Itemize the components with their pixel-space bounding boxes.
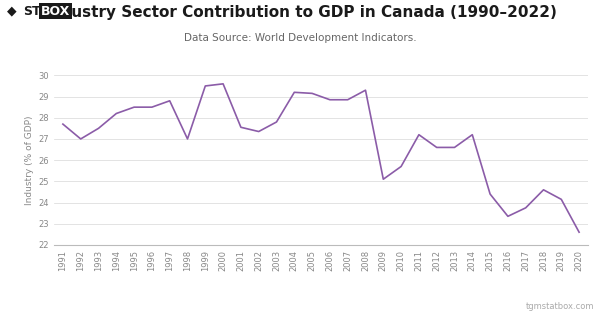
Text: BOX: BOX <box>41 5 70 18</box>
Text: Data Source: World Development Indicators.: Data Source: World Development Indicator… <box>184 33 416 43</box>
Text: STAT: STAT <box>23 5 56 18</box>
Text: tgmstatbox.com: tgmstatbox.com <box>526 302 594 311</box>
Text: ◆: ◆ <box>7 5 17 18</box>
Text: Industry Sector Contribution to GDP in Canada (1990–2022): Industry Sector Contribution to GDP in C… <box>44 5 556 20</box>
Y-axis label: Industry (% of GDP): Industry (% of GDP) <box>25 115 34 205</box>
